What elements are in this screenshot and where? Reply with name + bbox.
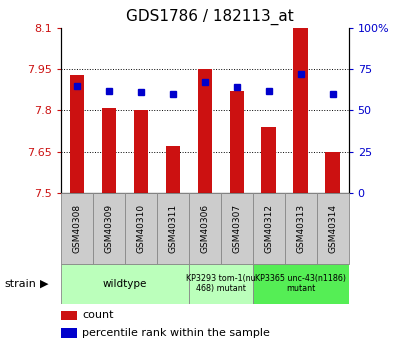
Text: GSM40306: GSM40306 bbox=[200, 204, 209, 253]
FancyBboxPatch shape bbox=[285, 193, 317, 264]
Bar bbox=[134, 110, 148, 193]
FancyBboxPatch shape bbox=[221, 193, 253, 264]
FancyBboxPatch shape bbox=[61, 264, 189, 304]
Bar bbox=[326, 152, 340, 193]
Text: KP3293 tom-1(nu
468) mutant: KP3293 tom-1(nu 468) mutant bbox=[186, 274, 255, 294]
Bar bbox=[262, 127, 276, 193]
Text: GSM40311: GSM40311 bbox=[168, 204, 177, 253]
Text: GSM40312: GSM40312 bbox=[264, 204, 273, 253]
Bar bbox=[197, 69, 212, 193]
Text: GSM40314: GSM40314 bbox=[328, 204, 337, 253]
Bar bbox=[61, 328, 77, 338]
FancyBboxPatch shape bbox=[189, 264, 253, 304]
Text: GDS1786 / 182113_at: GDS1786 / 182113_at bbox=[126, 9, 294, 25]
Text: GSM40313: GSM40313 bbox=[296, 204, 305, 253]
FancyBboxPatch shape bbox=[253, 193, 285, 264]
Text: strain: strain bbox=[4, 279, 36, 289]
FancyBboxPatch shape bbox=[317, 193, 349, 264]
FancyBboxPatch shape bbox=[157, 193, 189, 264]
Bar bbox=[294, 28, 308, 193]
Bar bbox=[70, 75, 84, 193]
Bar bbox=[165, 146, 180, 193]
Text: GSM40310: GSM40310 bbox=[136, 204, 145, 253]
Bar bbox=[61, 310, 77, 320]
FancyBboxPatch shape bbox=[253, 264, 349, 304]
Bar bbox=[229, 91, 244, 193]
FancyBboxPatch shape bbox=[189, 193, 221, 264]
FancyBboxPatch shape bbox=[61, 193, 93, 264]
Bar bbox=[102, 108, 116, 193]
Text: wildtype: wildtype bbox=[102, 279, 147, 289]
FancyBboxPatch shape bbox=[93, 193, 125, 264]
Text: count: count bbox=[82, 310, 114, 320]
Text: GSM40307: GSM40307 bbox=[232, 204, 241, 253]
FancyBboxPatch shape bbox=[125, 193, 157, 264]
Text: GSM40308: GSM40308 bbox=[72, 204, 81, 253]
Text: percentile rank within the sample: percentile rank within the sample bbox=[82, 328, 270, 338]
Text: KP3365 unc-43(n1186)
mutant: KP3365 unc-43(n1186) mutant bbox=[255, 274, 346, 294]
Text: ▶: ▶ bbox=[40, 279, 48, 289]
Text: GSM40309: GSM40309 bbox=[104, 204, 113, 253]
